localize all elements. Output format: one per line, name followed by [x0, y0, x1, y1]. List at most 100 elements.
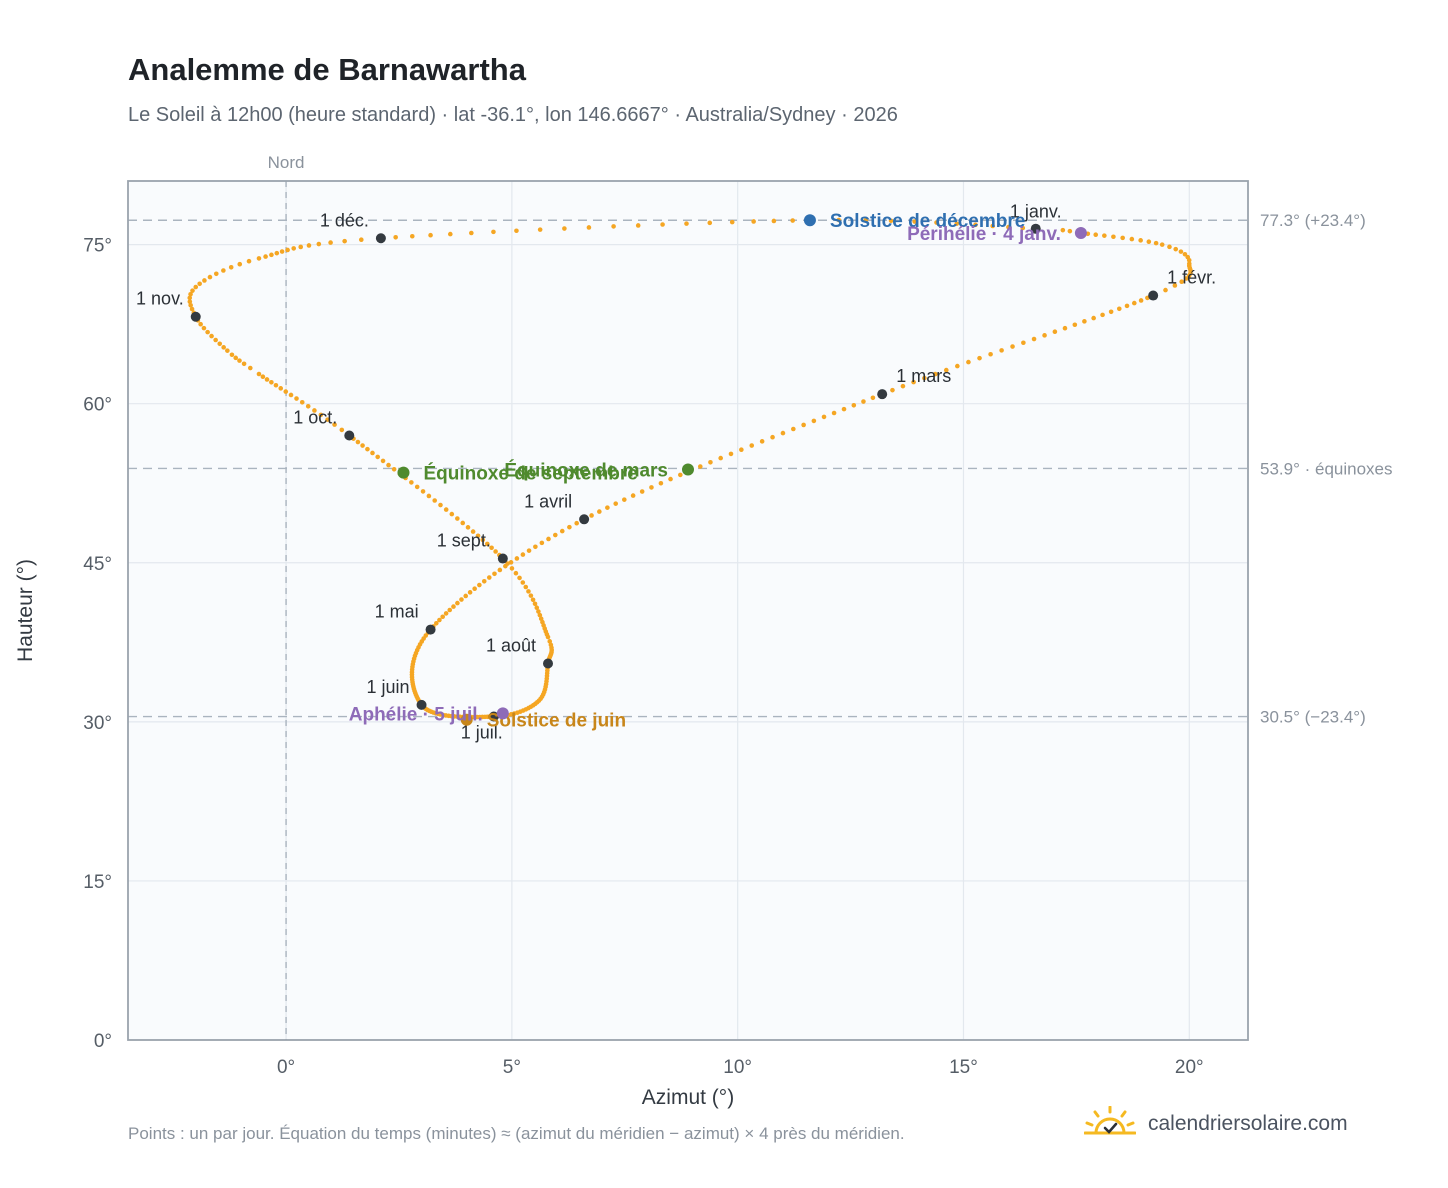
brand[interactable]: calendriersolaire.com — [1084, 1104, 1348, 1144]
x-tick-label: 20° — [1175, 1057, 1204, 1078]
daily-point — [225, 348, 230, 353]
event-marker — [1074, 226, 1087, 239]
daily-point — [269, 380, 274, 385]
daily-point — [1167, 244, 1172, 250]
daily-point — [480, 537, 486, 543]
y-tick-label: 15° — [83, 872, 112, 893]
daily-point — [660, 222, 665, 227]
daily-point — [325, 417, 330, 422]
daily-point — [597, 509, 602, 514]
daily-point — [360, 443, 365, 448]
event-marker — [496, 707, 509, 720]
daily-point — [328, 240, 333, 245]
daily-point — [749, 443, 755, 448]
daily-point — [523, 584, 529, 590]
daily-point — [221, 345, 226, 350]
daily-point — [256, 256, 262, 261]
daily-point — [221, 268, 226, 273]
daily-point — [622, 497, 627, 502]
daily-point — [562, 226, 567, 231]
daily-point — [380, 458, 386, 464]
daily-point — [188, 291, 193, 297]
daily-point — [438, 502, 443, 508]
daily-point — [526, 589, 531, 594]
daily-point — [1163, 287, 1168, 293]
daily-point — [434, 620, 439, 626]
daily-point — [193, 284, 199, 290]
reference-line-label: 30.5° (−23.4°) — [1260, 708, 1366, 727]
month-marker — [344, 430, 355, 441]
daily-point — [279, 249, 285, 254]
daily-point — [538, 616, 544, 621]
daily-point — [911, 379, 916, 385]
daily-point — [530, 597, 536, 603]
daily-point — [611, 224, 616, 229]
daily-point — [574, 520, 579, 526]
daily-point — [202, 278, 207, 283]
daily-point — [486, 575, 492, 580]
daily-point — [836, 217, 842, 223]
daily-point — [932, 371, 938, 377]
daily-point — [863, 217, 869, 223]
daily-point — [1138, 298, 1144, 303]
daily-point — [440, 614, 446, 620]
daily-point — [1179, 279, 1184, 284]
daily-point — [207, 274, 213, 280]
daily-point — [451, 604, 456, 609]
daily-point — [187, 295, 193, 301]
daily-point — [299, 399, 305, 405]
daily-point — [318, 412, 324, 418]
daily-point — [248, 365, 253, 371]
month-marker — [1030, 223, 1041, 234]
daily-point — [514, 228, 519, 234]
daily-point — [409, 233, 415, 239]
daily-point — [269, 252, 274, 258]
daily-point — [288, 392, 294, 398]
daily-point — [954, 221, 960, 226]
daily-point — [278, 386, 284, 391]
daily-point — [1042, 333, 1047, 338]
daily-point — [635, 223, 641, 228]
daily-point — [1111, 234, 1116, 240]
event-label: Périhélie · 4 janv. — [907, 224, 1061, 245]
y-tick-label: 60° — [83, 395, 112, 416]
daily-point — [1172, 283, 1178, 288]
daily-point — [729, 219, 735, 225]
daily-point — [520, 580, 526, 585]
daily-point — [922, 375, 927, 381]
daily-point — [791, 426, 796, 432]
month-marker — [190, 311, 201, 322]
daily-point — [460, 520, 466, 526]
daily-point — [534, 605, 540, 611]
daily-point — [1108, 309, 1114, 315]
daily-point — [934, 220, 939, 225]
daily-point — [477, 582, 482, 588]
daily-point — [771, 218, 777, 224]
daily-point — [912, 219, 917, 224]
daily-point — [821, 414, 827, 420]
daily-point — [1186, 257, 1192, 263]
daily-point — [447, 607, 453, 613]
daily-point — [1006, 224, 1011, 230]
month-marker-label: 1 août — [486, 636, 536, 656]
daily-point — [605, 505, 610, 510]
daily-point — [532, 601, 538, 607]
daily-point — [1173, 246, 1179, 252]
daily-point — [1021, 340, 1026, 346]
daily-point — [539, 540, 545, 546]
daily-point — [547, 639, 553, 644]
daily-point — [990, 223, 995, 229]
daily-point — [332, 422, 337, 427]
daily-point — [420, 489, 426, 494]
daily-point — [759, 439, 765, 444]
daily-point — [393, 234, 398, 240]
event-marker — [803, 214, 816, 227]
y-axis-title: Hauteur (°) — [14, 559, 37, 662]
brand-name: calendriersolaire.com — [1148, 1112, 1348, 1135]
daily-point — [414, 484, 420, 490]
daily-point — [708, 460, 713, 465]
month-marker — [497, 553, 508, 564]
daily-point — [514, 556, 520, 561]
sun-arc — [1094, 1117, 1126, 1135]
daily-point — [370, 450, 375, 456]
